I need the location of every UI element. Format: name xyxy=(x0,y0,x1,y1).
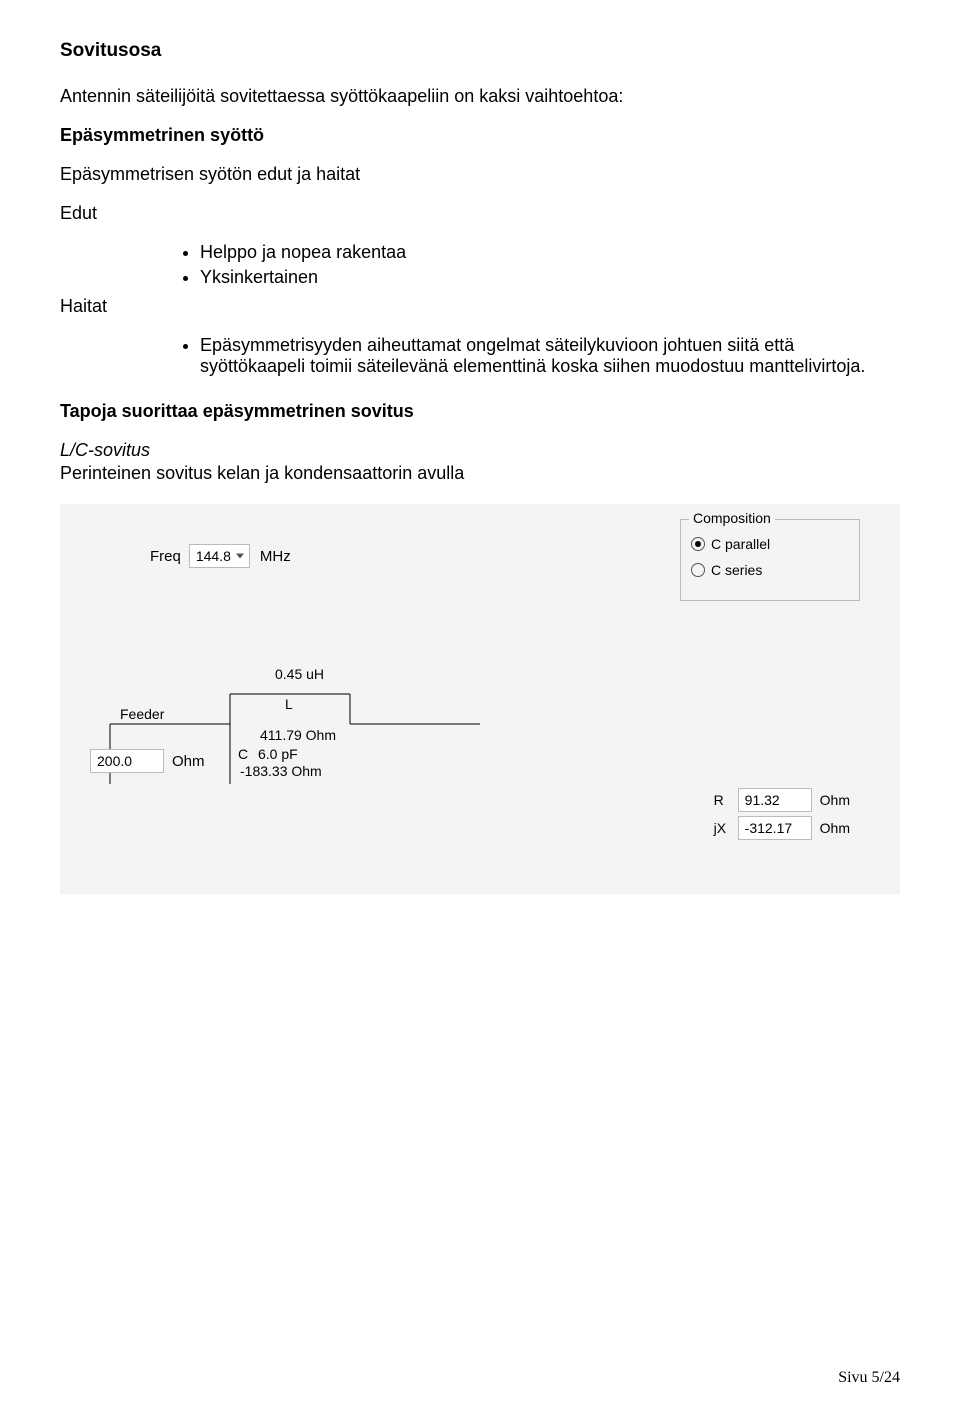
freq-unit: MHz xyxy=(260,548,291,565)
feeder-input[interactable]: 200.0 xyxy=(90,749,164,773)
jx-input[interactable]: -312.17 xyxy=(738,816,812,840)
r-unit: Ohm xyxy=(820,792,850,808)
feeder-unit: Ohm xyxy=(172,753,205,770)
l-ohm: 411.79 Ohm xyxy=(260,727,336,743)
list-item: Epäsymmetrisyyden aiheuttamat ongelmat s… xyxy=(200,335,900,377)
c-ohm: -183.33 Ohm xyxy=(240,763,322,779)
rjx-block: R 91.32 Ohm jX -312.17 Ohm xyxy=(714,784,850,844)
c-value: 6.0 pF xyxy=(258,746,298,762)
radio-c-series[interactable]: C series xyxy=(691,562,841,578)
heading-matching-methods: Tapoja suorittaa epäsymmetrinen sovitus xyxy=(60,401,900,422)
intro-text: Antennin säteilijöitä sovitettaessa syöt… xyxy=(60,86,900,107)
radio-icon xyxy=(691,537,705,551)
lc-diagram: Freq 144.8 MHz Composition C parallel C … xyxy=(60,504,900,894)
jx-unit: Ohm xyxy=(820,820,850,836)
r-row: R 91.32 Ohm xyxy=(714,788,850,812)
radio-label: C series xyxy=(711,562,762,578)
feeder-input-row: 200.0 Ohm xyxy=(90,749,205,773)
page-title: Sovitusosa xyxy=(60,40,900,62)
cons-label: Haitat xyxy=(60,296,900,317)
list-item: Yksinkertainen xyxy=(200,267,900,288)
r-input[interactable]: 91.32 xyxy=(738,788,812,812)
freq-select[interactable]: 144.8 xyxy=(189,544,250,568)
pros-list: Helppo ja nopea rakentaa Yksinkertainen xyxy=(200,242,900,288)
list-item: Helppo ja nopea rakentaa xyxy=(200,242,900,263)
composition-legend: Composition xyxy=(689,510,775,526)
cons-list: Epäsymmetrisyyden aiheuttamat ongelmat s… xyxy=(200,335,900,377)
l-label: L xyxy=(285,696,293,712)
l-value: 0.45 uH xyxy=(275,666,324,682)
subheading-pros-cons: Epäsymmetrisen syötön edut ja haitat xyxy=(60,164,900,185)
radio-c-parallel[interactable]: C parallel xyxy=(691,536,841,552)
freq-label: Freq xyxy=(150,548,181,565)
jx-label: jX xyxy=(714,820,738,836)
radio-icon xyxy=(691,563,705,577)
page-footer: Sivu 5/24 xyxy=(838,1369,900,1387)
feeder-label: Feeder xyxy=(120,706,165,722)
radio-label: C parallel xyxy=(711,536,770,552)
r-label: R xyxy=(714,792,738,808)
heading-asymmetric-feed: Epäsymmetrinen syöttö xyxy=(60,125,900,146)
jx-row: jX -312.17 Ohm xyxy=(714,816,850,840)
lc-title: L/C-sovitus xyxy=(60,440,900,461)
c-label-actual: C xyxy=(238,746,248,762)
composition-group: Composition C parallel C series xyxy=(680,519,860,601)
lc-description: Perinteinen sovitus kelan ja kondensaatt… xyxy=(60,463,900,484)
pros-label: Edut xyxy=(60,203,900,224)
